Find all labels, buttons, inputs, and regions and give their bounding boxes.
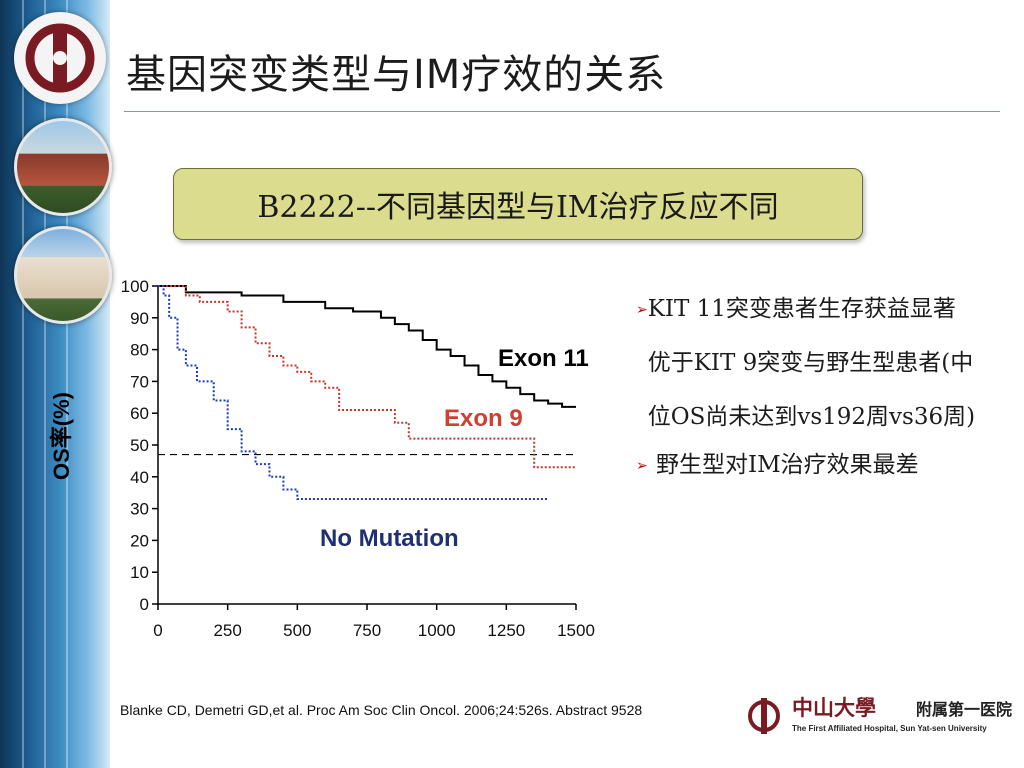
y-tick-label: 60 [130,404,149,423]
x-tick-label: 1000 [418,621,456,640]
hospital-building-photo [14,118,112,216]
y-tick-label: 100 [121,277,149,296]
arrow-bullet-icon: ➢ [636,458,648,474]
x-tick-label: 0 [153,621,162,640]
hospital-tower-photo [14,226,112,324]
series-label: Exon 9 [444,405,523,432]
y-axis-label: OS率(%) [49,391,74,480]
y-tick-label: 90 [130,309,149,328]
x-tick-label: 1500 [557,621,595,640]
arrow-bullet-icon: ➢ [636,302,648,318]
university-logo-icon [14,12,106,104]
sidebar-stripe [66,0,68,768]
hospital-brand: 中山大學 附属第一医院 The First Affiliated Hospita… [742,690,1012,742]
hospital-logo-icon [748,698,780,734]
y-tick-label: 50 [130,436,149,455]
x-tick-label: 1250 [487,621,525,640]
sidebar-stripe [44,0,46,768]
bullet-text: KIT 11突变患者生存获益显著优于KIT 9突变与野生型患者(中位OS尚未达到… [647,296,976,430]
y-tick-label: 30 [130,500,149,519]
y-tick-label: 40 [130,468,149,487]
bullet-item: ➢ 野生型对IM治疗效果最差 [636,452,976,492]
brand-name-cn: 中山大學 [792,695,876,720]
series-label: Exon 11 [498,345,589,372]
slide-title: 基因突变类型与IM疗效的关系 [126,52,667,98]
y-tick-label: 10 [130,563,149,582]
y-tick-label: 0 [140,595,149,614]
series-line-exon-9 [158,285,576,469]
bullet-item: ➢ KIT 11突变患者生存获益显著优于KIT 9突变与野生型患者(中位OS尚未… [636,296,976,444]
bullet-list: ➢ KIT 11突变患者生存获益显著优于KIT 9突变与野生型患者(中位OS尚未… [636,296,976,500]
bullet-text: 野生型对IM治疗效果最差 [656,452,919,478]
y-tick-label: 70 [130,372,149,391]
series-line-no-mutation [158,285,549,501]
sidebar-gradient [0,0,110,768]
x-tick-label: 500 [283,621,311,640]
x-tick-label: 750 [353,621,381,640]
x-tick-label: 250 [213,621,241,640]
y-tick-label: 20 [130,531,149,550]
sidebar-stripe [22,0,24,768]
brand-dept-cn: 附属第一医院 [916,700,1013,719]
title-divider [124,111,1000,112]
survival-chart: 0 10 20 30 40 50 60 70 80 90 100 0 250 500 750 1000 1250… [96,268,616,668]
citation: Blanke CD, Demetri GD,et al. Proc Am Soc… [120,702,643,718]
callout-text: B2222--不同基因型与IM治疗反应不同 [257,190,779,225]
y-tick-label: 80 [130,341,149,360]
series-label: No Mutation [320,525,459,552]
callout-box: B2222--不同基因型与IM治疗反应不同 [173,168,863,240]
series-line-exon-11 [158,285,576,408]
brand-name-en: The First Affiliated Hospital, Sun Yat-s… [792,724,987,733]
